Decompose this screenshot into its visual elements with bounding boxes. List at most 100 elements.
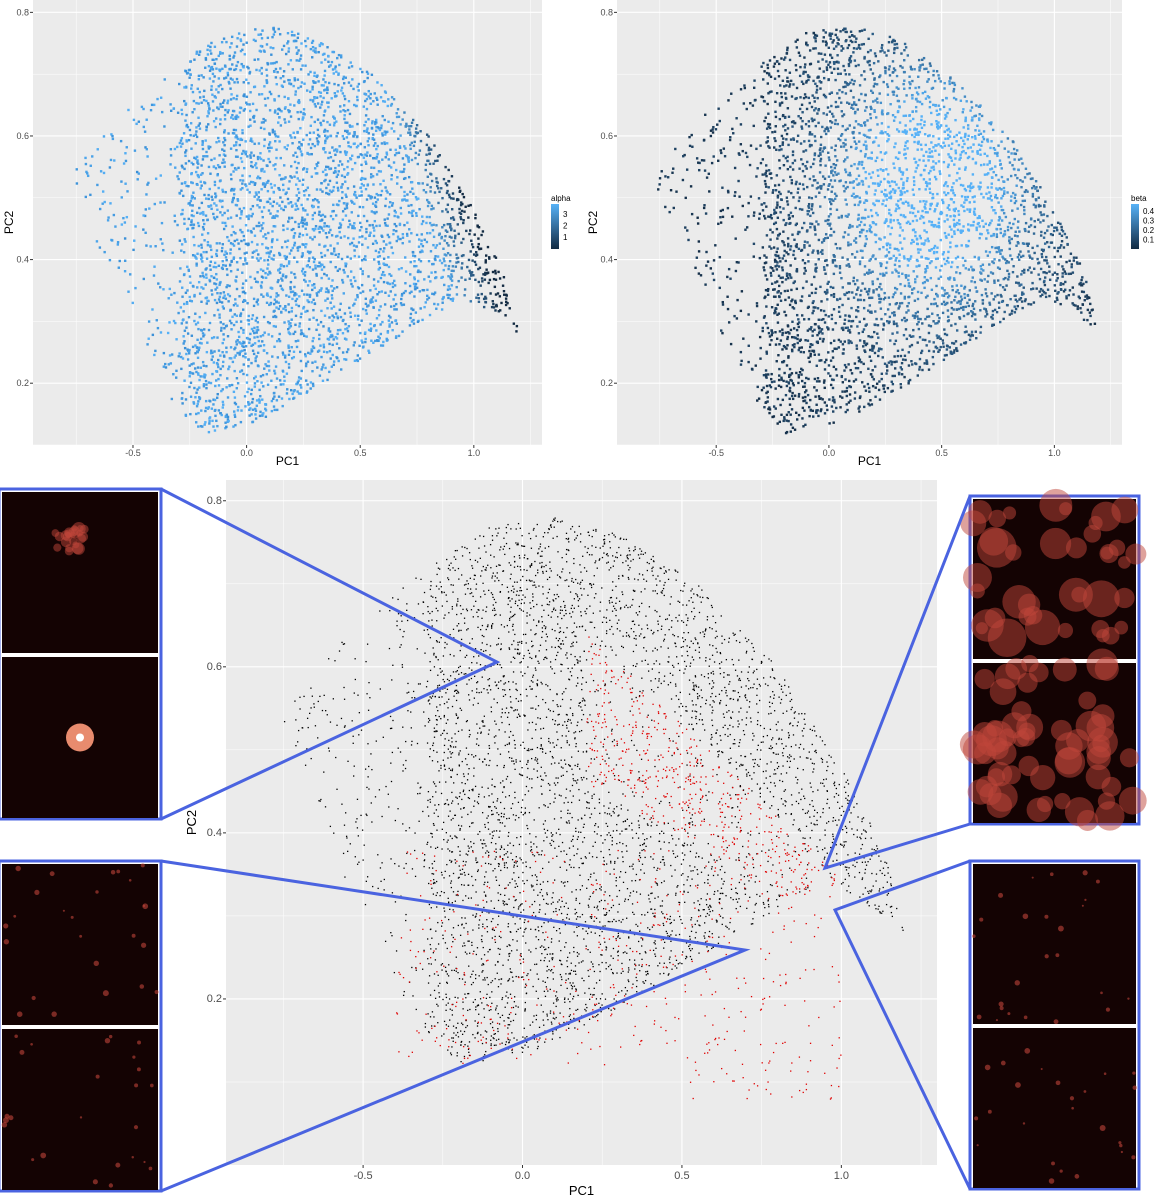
data-point	[359, 142, 362, 146]
data-point	[359, 67, 362, 71]
data-point	[259, 268, 263, 271]
data-point	[337, 83, 340, 87]
data-point	[300, 369, 303, 373]
data-point	[382, 100, 385, 103]
data-point	[189, 134, 192, 137]
data-point	[269, 182, 273, 186]
data-point	[298, 322, 302, 325]
data-point	[1071, 286, 1074, 289]
data-point	[219, 118, 222, 121]
data-point	[480, 292, 483, 296]
data-point	[331, 297, 334, 300]
data-point	[994, 173, 998, 177]
data-point	[450, 269, 453, 273]
data-point	[819, 205, 822, 208]
data-point	[403, 145, 406, 148]
data-point	[782, 58, 786, 61]
data-point	[360, 225, 363, 229]
data-point	[111, 134, 114, 138]
data-point	[143, 130, 147, 133]
data-point	[915, 91, 919, 94]
data-point	[763, 119, 766, 123]
data-point	[223, 99, 226, 102]
data-point	[343, 175, 346, 179]
data-point	[207, 123, 210, 126]
data-point	[266, 383, 270, 386]
data-point	[306, 167, 309, 171]
data-point	[265, 68, 268, 71]
data-point	[291, 297, 294, 301]
data-point	[985, 192, 988, 195]
data-point	[409, 143, 412, 147]
data-point	[377, 268, 380, 271]
data-point	[836, 72, 840, 76]
data-point	[356, 95, 359, 99]
data-point	[954, 295, 957, 299]
data-point	[323, 130, 326, 133]
data-point	[265, 79, 268, 82]
data-point	[294, 93, 297, 96]
data-point	[369, 102, 373, 106]
data-point	[796, 232, 800, 236]
data-point	[835, 28, 838, 32]
data-point	[215, 286, 219, 289]
data-point	[282, 44, 286, 48]
data-point	[914, 170, 917, 173]
data-point	[498, 277, 502, 280]
data-point	[299, 150, 303, 153]
data-point	[364, 331, 367, 334]
data-point	[868, 268, 871, 272]
data-point	[792, 281, 795, 285]
data-point	[785, 272, 789, 275]
data-point	[243, 166, 246, 170]
data-point	[1039, 294, 1042, 298]
data-point	[207, 145, 210, 148]
data-point	[871, 344, 874, 348]
data-point	[241, 286, 244, 290]
data-point	[235, 141, 238, 144]
data-point	[403, 163, 406, 166]
data-point	[815, 34, 819, 37]
data-point	[801, 259, 805, 262]
data-point	[339, 150, 342, 154]
data-point	[936, 192, 939, 196]
data-point	[947, 294, 951, 298]
data-point	[797, 373, 800, 377]
data-point	[244, 140, 247, 143]
data-point	[438, 154, 441, 157]
data-point	[211, 198, 214, 201]
data-point	[275, 156, 278, 160]
data-point	[231, 131, 235, 135]
data-point	[276, 210, 279, 213]
data-point	[219, 354, 222, 357]
data-point	[334, 312, 338, 315]
data-point	[220, 329, 223, 332]
data-point	[362, 177, 365, 180]
data-point	[830, 121, 834, 124]
data-point	[933, 250, 936, 254]
data-point	[953, 230, 956, 233]
data-point	[370, 195, 373, 199]
data-point	[804, 164, 807, 168]
data-point	[339, 105, 342, 108]
data-point	[204, 155, 207, 158]
data-point	[271, 35, 274, 39]
data-point	[289, 201, 293, 204]
data-point	[295, 293, 298, 296]
data-point	[388, 282, 392, 286]
data-point	[370, 126, 374, 130]
data-point	[371, 175, 375, 178]
data-point	[435, 244, 439, 247]
data-point	[414, 196, 418, 199]
data-point	[990, 292, 993, 295]
data-point	[185, 140, 188, 143]
data-point	[220, 413, 223, 417]
data-point	[345, 206, 349, 210]
data-point	[230, 233, 233, 237]
data-point	[951, 189, 954, 192]
data-point	[254, 357, 257, 360]
data-point	[924, 296, 928, 299]
data-point	[874, 240, 878, 244]
data-point	[197, 53, 201, 56]
data-point	[841, 90, 844, 94]
